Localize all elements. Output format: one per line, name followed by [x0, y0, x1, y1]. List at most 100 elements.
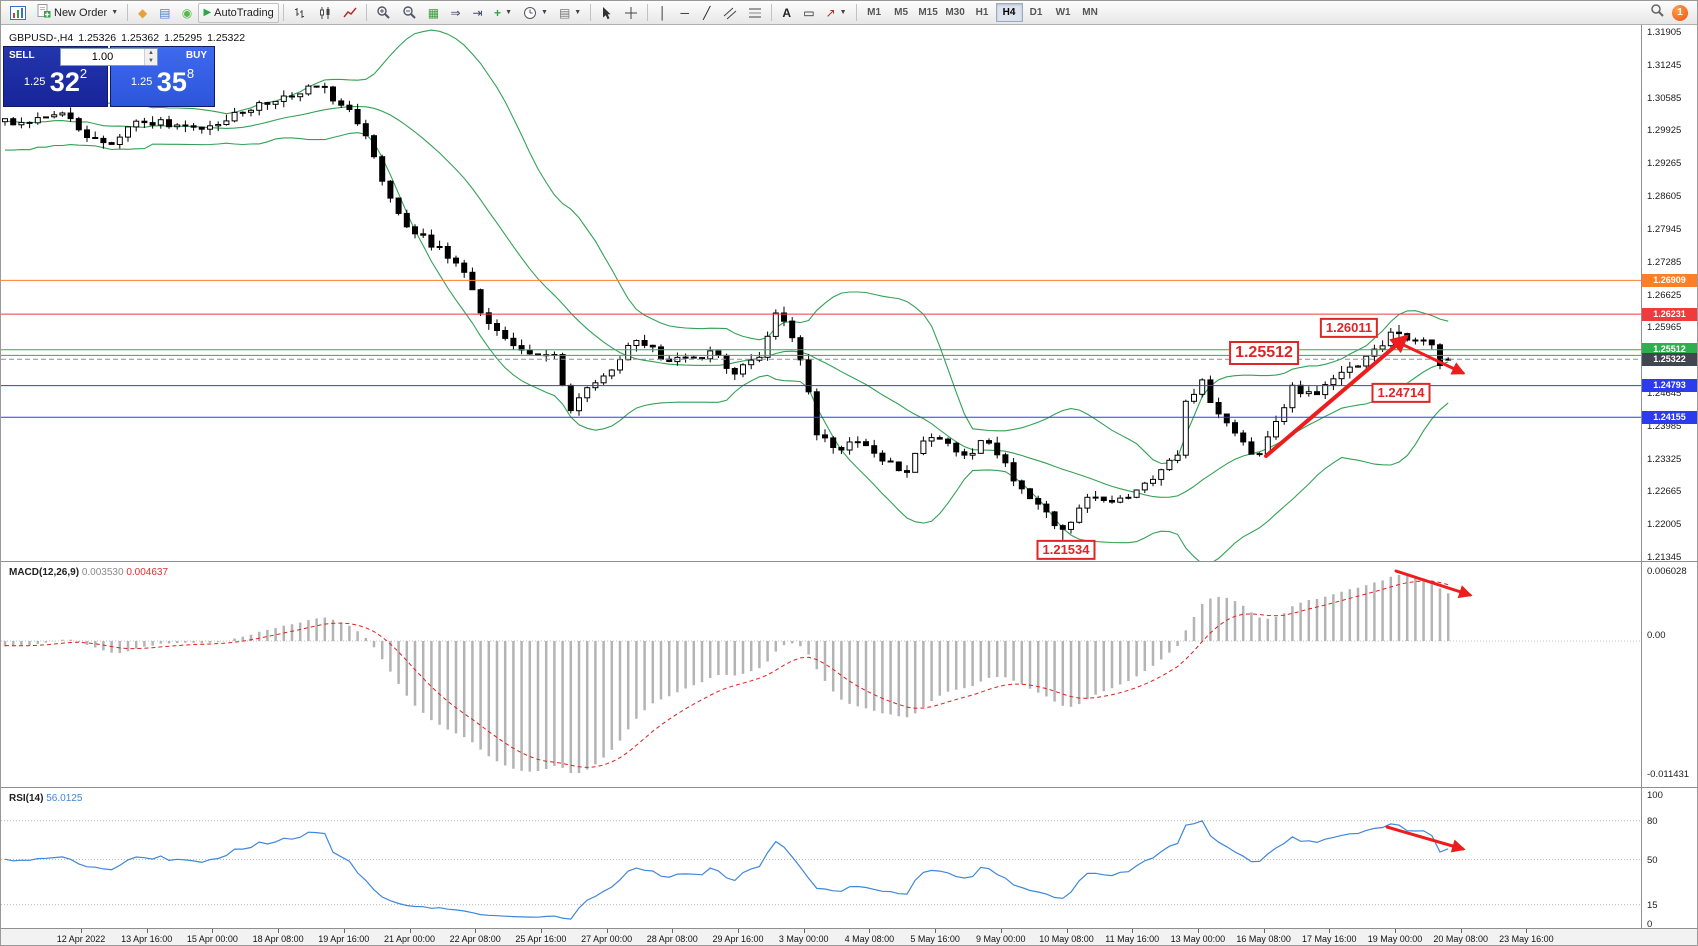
notification-badge[interactable]: 1 — [1672, 4, 1688, 21]
macd-axis-label: -0.011431 — [1647, 769, 1690, 780]
rsi-axis-label: 50 — [1647, 854, 1658, 866]
search-icon[interactable] — [1650, 3, 1665, 23]
trendline-button[interactable]: ╱ — [696, 3, 717, 23]
time-axis-label: 27 Apr 00:00 — [581, 934, 633, 944]
templates-icon: ▤ — [558, 5, 571, 20]
text-button[interactable]: A — [776, 3, 797, 23]
autotrading-button[interactable]: ▶ AutoTrading — [198, 2, 279, 23]
cursor-button[interactable] — [595, 3, 618, 23]
timeframe-d1[interactable]: D1 — [1023, 3, 1050, 22]
time-axis-label: 5 May 16:00 — [910, 934, 960, 944]
sell-price-display: 1.25 322 — [23, 66, 88, 97]
auto-scroll-icon: ⇒ — [450, 5, 461, 20]
time-axis-tick — [1460, 929, 1462, 933]
timeframe-m5[interactable]: M5 — [888, 3, 915, 22]
channel-button[interactable] — [718, 3, 742, 23]
periods-icon — [524, 6, 536, 19]
play-icon: ▶ — [203, 6, 212, 18]
macd-down-arrow[interactable] — [1394, 569, 1473, 599]
rsi-down-arrow[interactable] — [1385, 825, 1466, 853]
panel-separator[interactable] — [1, 561, 1697, 562]
price-annotation[interactable]: 1.21534 — [1036, 539, 1096, 561]
panel-separator — [1, 928, 1697, 929]
time-axis[interactable]: 12 Apr 2022 13 Apr 16:00 15 Apr 00:00 18 Ap… — [1, 929, 1697, 945]
rsi-panel[interactable] — [1, 820, 1641, 920]
timeframe-m1[interactable]: M1 — [861, 3, 888, 22]
one-click-trading-panel: SELL 1.25 322 BUY 1.25 358 ▲ ▼ — [3, 46, 215, 107]
text-label-button[interactable]: ▭ — [798, 3, 819, 23]
buy-price-display: 1.25 358 — [130, 66, 195, 97]
time-axis-label: 29 Apr 16:00 — [712, 934, 764, 944]
volume-field: ▲ ▼ — [60, 48, 158, 66]
crosshair-button[interactable] — [619, 3, 643, 23]
rsi-axis-label: 15 — [1647, 899, 1658, 911]
rsi-axis-label: 80 — [1647, 815, 1658, 827]
main-price-panel[interactable] — [1, 29, 1641, 564]
chevron-down-icon: ▼ — [839, 9, 847, 16]
timeframe-h4[interactable]: H4 — [995, 3, 1023, 22]
timeframe-m30[interactable]: M30 — [942, 3, 969, 22]
rsi-axis-label: 100 — [1647, 790, 1663, 801]
time-axis-tick — [803, 929, 805, 933]
timeframe-mn[interactable]: MN — [1077, 3, 1104, 22]
bar-chart-button[interactable] — [288, 3, 312, 23]
symbol-label: GBPUSD-,H4 — [9, 32, 74, 44]
macd-signal-value: 0.004637 — [126, 567, 169, 578]
time-axis-tick — [738, 929, 739, 933]
candlestick-chart-button[interactable] — [313, 3, 337, 23]
new-order-button[interactable]: New Order ▼ — [32, 3, 123, 23]
bollinger-bands — [5, 29, 1449, 561]
price-tag: 1.24793 — [1642, 379, 1697, 393]
line-chart-button[interactable] — [338, 3, 362, 23]
time-axis-label: 28 Apr 08:00 — [646, 934, 698, 944]
low-value: 1.25295 — [164, 32, 203, 44]
new-order-label: New Order — [54, 6, 108, 19]
volume-down-button[interactable]: ▼ — [145, 57, 157, 65]
horizontal-line-icon: ─ — [680, 5, 689, 20]
cursor-icon — [603, 6, 611, 19]
trend-up-arrow[interactable] — [1264, 334, 1409, 458]
vertical-line-button[interactable]: │ — [652, 3, 673, 23]
time-axis-tick — [1329, 929, 1331, 933]
zoom-in-button[interactable] — [371, 3, 396, 23]
indicators-button[interactable]: + ▼ — [489, 3, 517, 23]
periods-button[interactable]: ▼ — [518, 3, 553, 23]
volume-input[interactable] — [61, 51, 144, 63]
toolbar-separator — [127, 4, 129, 21]
price-annotation[interactable]: 1.25512 — [1229, 341, 1299, 365]
time-axis-label: 17 May 16:00 — [1302, 934, 1357, 944]
templates-button[interactable]: ▤ ▼ — [554, 3, 586, 23]
expert-advisor-button[interactable]: ◉ — [176, 3, 197, 23]
market-watch-button[interactable]: ▤ — [154, 3, 175, 23]
panel-separator[interactable] — [1, 787, 1697, 788]
arrows-button[interactable]: ↗ ▼ — [821, 3, 852, 23]
price-annotation[interactable]: 1.26011 — [1319, 317, 1379, 339]
volume-up-button[interactable]: ▲ — [145, 49, 157, 57]
chart-canvas[interactable] — [1, 25, 1698, 946]
price-axis-label: 1.29925 — [1647, 125, 1682, 137]
fibonacci-button[interactable] — [743, 3, 767, 23]
toolbar-right: 1 — [1650, 3, 1695, 23]
price-tag: 1.26231 — [1642, 307, 1697, 321]
metaeditor-icon: ◆ — [138, 5, 148, 20]
macd-panel[interactable] — [1, 575, 1641, 773]
zoom-out-button[interactable] — [397, 3, 422, 23]
tile-windows-button[interactable]: ▦ — [423, 3, 444, 23]
chart-shift-icon: ⇥ — [472, 5, 483, 20]
timeframe-h1[interactable]: H1 — [969, 3, 996, 22]
horizontal-line-button[interactable]: ─ — [674, 3, 695, 23]
timeframe-m15[interactable]: M15 — [915, 3, 942, 22]
price-annotation[interactable]: 1.24714 — [1371, 382, 1431, 404]
reversal-down-arrow[interactable] — [1391, 338, 1466, 375]
rsi-value: 56.0125 — [46, 793, 83, 804]
time-axis-tick — [1526, 929, 1528, 933]
candlestick-series — [2, 82, 1452, 548]
price-axis-label: 1.24645 — [1647, 387, 1682, 399]
vertical-line-icon: │ — [658, 5, 667, 20]
auto-scroll-button[interactable]: ⇒ — [445, 3, 466, 23]
timeframe-w1[interactable]: W1 — [1050, 3, 1077, 22]
time-axis-tick — [146, 929, 148, 933]
chart-shift-button[interactable]: ⇥ — [467, 3, 488, 23]
metaeditor-button[interactable]: ◆ — [132, 3, 153, 23]
time-axis-tick — [1197, 929, 1199, 933]
